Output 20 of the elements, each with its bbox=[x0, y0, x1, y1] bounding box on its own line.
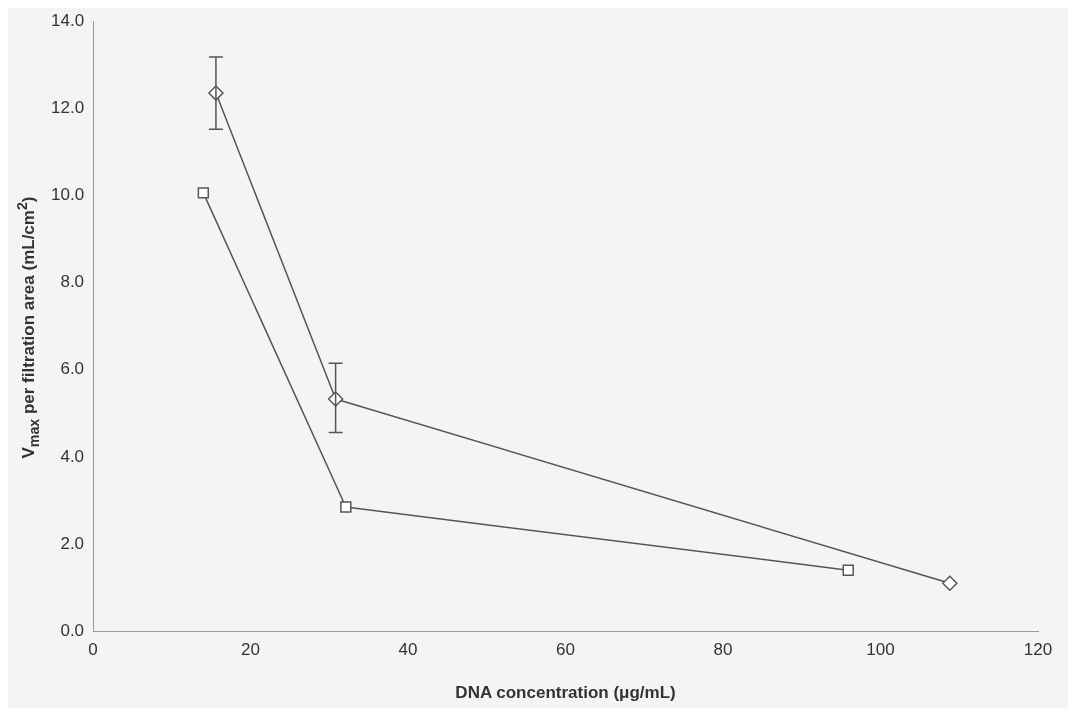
y-tick-label: 4.0 bbox=[60, 446, 85, 466]
point bbox=[197, 187, 210, 199]
x-tick-label: 100 bbox=[866, 640, 895, 660]
x-tick-label: 20 bbox=[241, 640, 261, 660]
x-tick-label: 120 bbox=[1023, 640, 1053, 660]
point bbox=[842, 564, 854, 576]
y-tick-label: 8.0 bbox=[60, 272, 85, 292]
y-tick-label: 6.0 bbox=[60, 359, 85, 379]
x-tick-label: 80 bbox=[713, 640, 733, 660]
x-tick-label: 0 bbox=[88, 640, 98, 660]
y-tick-label: 12.0 bbox=[50, 98, 85, 118]
x-tick-label: 60 bbox=[556, 640, 575, 660]
x-axis-title: DNA concentration (μg/mL) bbox=[455, 683, 676, 703]
point bbox=[340, 501, 352, 513]
y-tick-label: 10.0 bbox=[50, 185, 85, 205]
y-tick-label: 14.0 bbox=[50, 10, 85, 30]
x-tick-label: 40 bbox=[398, 640, 418, 660]
y-tick-label: 0.0 bbox=[60, 620, 85, 640]
point bbox=[942, 575, 958, 592]
y-tick-label: 2.0 bbox=[60, 533, 85, 553]
